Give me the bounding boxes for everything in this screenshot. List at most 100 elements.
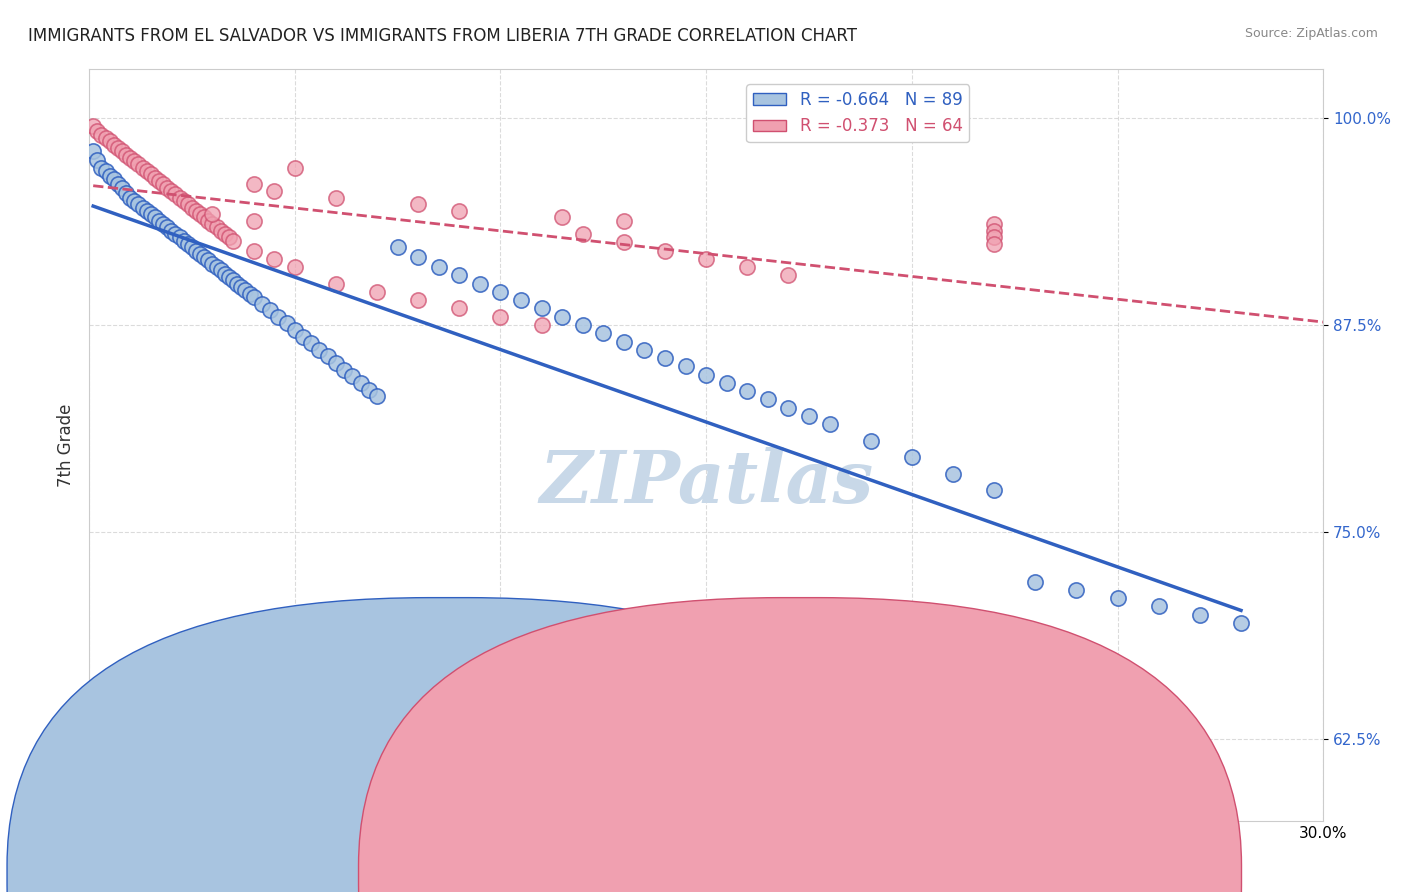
Point xyxy=(184,244,207,258)
Point xyxy=(675,359,697,374)
Point xyxy=(222,234,245,248)
Point xyxy=(983,217,1005,231)
Point xyxy=(901,450,924,465)
Point xyxy=(571,318,593,332)
Point xyxy=(90,128,112,142)
Point xyxy=(551,310,574,324)
Point xyxy=(139,207,162,221)
Point xyxy=(205,260,228,274)
Point xyxy=(366,285,388,299)
Point xyxy=(124,194,146,208)
Point xyxy=(530,301,553,316)
Point xyxy=(778,401,800,415)
Point xyxy=(695,368,717,382)
Point xyxy=(169,230,191,244)
Point xyxy=(325,191,347,205)
Point xyxy=(530,318,553,332)
Point xyxy=(406,197,429,211)
Point xyxy=(160,184,183,198)
Point xyxy=(188,207,211,221)
Point xyxy=(127,197,149,211)
Point xyxy=(135,203,157,218)
Point xyxy=(654,244,676,258)
Point xyxy=(238,286,260,301)
Point xyxy=(235,283,257,297)
Point xyxy=(983,483,1005,498)
Point xyxy=(1147,599,1170,614)
Point xyxy=(427,260,450,274)
Text: Source: ZipAtlas.com: Source: ZipAtlas.com xyxy=(1244,27,1378,40)
Point xyxy=(613,213,636,227)
Point xyxy=(263,184,285,198)
Point xyxy=(333,362,356,376)
Point xyxy=(139,168,162,182)
Point xyxy=(148,213,170,227)
Point xyxy=(86,124,108,138)
Point xyxy=(1066,582,1088,597)
Point xyxy=(276,317,298,331)
Point xyxy=(292,329,315,343)
Point xyxy=(135,164,157,178)
Point xyxy=(449,301,471,316)
Point xyxy=(107,141,129,155)
Point xyxy=(571,227,593,241)
Point xyxy=(942,467,965,481)
Point xyxy=(193,250,215,264)
Point xyxy=(284,161,307,175)
Point xyxy=(169,191,191,205)
Point xyxy=(1107,591,1129,605)
Point xyxy=(942,657,965,672)
Point xyxy=(120,191,142,205)
Point xyxy=(115,147,138,161)
Point xyxy=(737,384,759,399)
Point xyxy=(342,369,364,384)
Point xyxy=(406,293,429,308)
Point xyxy=(259,303,281,318)
Point xyxy=(1024,574,1046,589)
Point xyxy=(209,263,232,277)
Point xyxy=(357,383,380,397)
Point xyxy=(107,178,129,192)
Point xyxy=(177,197,200,211)
Text: Immigrants from El Salvador: Immigrants from El Salvador xyxy=(425,863,644,877)
Point xyxy=(489,285,512,299)
Point xyxy=(188,247,211,261)
Text: ZIPatlas: ZIPatlas xyxy=(538,447,873,518)
Point xyxy=(316,350,339,364)
Point xyxy=(299,336,322,351)
Point xyxy=(449,268,471,283)
Point xyxy=(201,217,224,231)
Point xyxy=(197,253,219,268)
Point xyxy=(242,290,264,304)
Point xyxy=(983,224,1005,238)
Point xyxy=(197,213,219,227)
Point xyxy=(613,235,636,250)
Point xyxy=(120,151,142,165)
Point xyxy=(1188,607,1211,622)
Point xyxy=(983,230,1005,244)
Point xyxy=(756,392,779,407)
Legend: R = -0.664   N = 89, R = -0.373   N = 64: R = -0.664 N = 89, R = -0.373 N = 64 xyxy=(747,85,969,142)
Point xyxy=(222,273,245,287)
Point xyxy=(148,174,170,188)
Point xyxy=(173,234,195,248)
Point xyxy=(308,343,330,357)
Point xyxy=(209,224,232,238)
Point xyxy=(242,213,264,227)
Point xyxy=(592,326,614,341)
Point xyxy=(226,277,249,291)
Point xyxy=(201,207,224,221)
Point xyxy=(143,170,166,185)
Point xyxy=(695,252,717,266)
Point xyxy=(173,194,195,208)
Point xyxy=(131,201,153,215)
Point xyxy=(284,323,307,337)
Point xyxy=(90,161,112,175)
Point xyxy=(489,310,512,324)
Point xyxy=(94,164,117,178)
Point xyxy=(325,277,347,291)
Point xyxy=(103,172,125,186)
Point xyxy=(181,201,204,215)
Point xyxy=(406,250,429,264)
Point xyxy=(218,270,240,285)
